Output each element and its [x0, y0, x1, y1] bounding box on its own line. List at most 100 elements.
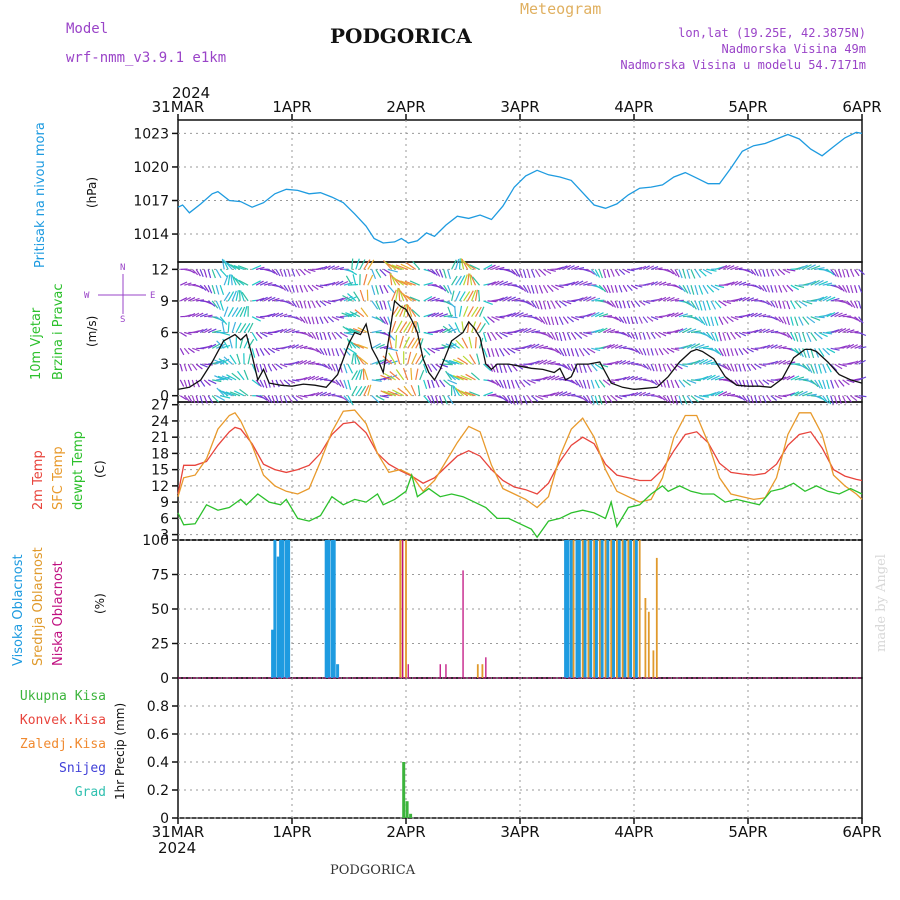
- wind-arrow: [614, 285, 618, 293]
- wind-arrow: [826, 395, 832, 405]
- wind-arrow: [295, 285, 299, 293]
- wind-arrow: [818, 395, 827, 403]
- precip-ytick-label: 0.2: [147, 783, 169, 799]
- wind-arrow: [343, 363, 348, 374]
- wind-arrow: [227, 321, 230, 333]
- wind-arrow: [395, 351, 401, 365]
- wind-arrow: [251, 316, 261, 322]
- wind-arrow: [303, 300, 307, 309]
- cloud-bar-mid: [399, 540, 402, 678]
- wind-arrow: [650, 266, 659, 270]
- wind-arrow: [447, 269, 451, 280]
- wind-arrow: [179, 395, 187, 401]
- wind-arrow: [472, 276, 480, 286]
- wind-arrow: [255, 363, 260, 373]
- wind-arrow: [503, 347, 511, 356]
- wind-arrow: [650, 379, 658, 386]
- cloud-bar-mid: [581, 540, 584, 678]
- wind-arrow: [311, 316, 315, 325]
- wind-arrow: [854, 395, 863, 400]
- wind-arrow: [179, 331, 187, 337]
- wind-arrow: [327, 363, 333, 371]
- wind-arrow: [230, 274, 233, 286]
- wind-arrow: [295, 316, 303, 322]
- wind-arrow: [395, 320, 403, 333]
- wind-arrow: [654, 267, 663, 270]
- wind-arrow: [586, 347, 596, 354]
- wind-arrow: [419, 369, 425, 381]
- wind-arrow: [490, 332, 497, 341]
- wind-arrow: [279, 395, 283, 404]
- wind-arrow: [474, 306, 482, 318]
- wind-arrow: [770, 285, 774, 293]
- wind-arrow: [251, 280, 261, 286]
- wind-arrow: [435, 395, 439, 404]
- wind-arrow: [195, 328, 204, 334]
- wind-arrow: [295, 344, 304, 349]
- wind-arrow: [658, 395, 666, 401]
- wind-arrow: [639, 378, 647, 381]
- wind-arrow: [694, 395, 705, 401]
- wind-arrow: [594, 395, 599, 405]
- wind-arrow: [614, 269, 620, 277]
- wind-arrow: [666, 395, 672, 404]
- cloud-bar-mid: [572, 540, 575, 678]
- wind-arrow: [474, 336, 477, 349]
- wind-arrow: [706, 332, 714, 341]
- wind-arrow: [383, 316, 389, 325]
- wind-arrow: [694, 316, 704, 324]
- cloud-bar-mid: [652, 650, 655, 678]
- wind-arrow: [563, 392, 572, 397]
- wind-arrow: [219, 316, 228, 325]
- wind-arrow: [646, 281, 655, 286]
- wind-arrow: [830, 269, 837, 277]
- wind-arrow: [487, 264, 496, 270]
- wind-arrow: [299, 316, 306, 324]
- wind-arrow: [307, 300, 311, 309]
- wind-arrow: [754, 395, 758, 404]
- wind-arrow: [682, 269, 687, 279]
- wind-arrow: [319, 300, 327, 307]
- wind-arrow: [654, 395, 663, 399]
- wind-arrow: [199, 363, 208, 368]
- wind-arrow: [323, 392, 332, 397]
- cloud-bar-mid: [633, 540, 635, 678]
- wind-arrow: [818, 331, 828, 338]
- wind-arrow: [575, 297, 584, 302]
- wind-arrow: [220, 395, 231, 399]
- wind-arrow: [319, 265, 328, 270]
- wind-arrow: [379, 300, 384, 310]
- wind-arrow: [271, 268, 278, 276]
- wind-arrow: [391, 274, 401, 286]
- wind-arrow: [746, 268, 754, 275]
- wind-arrow: [221, 321, 225, 333]
- wind-arrow: [279, 363, 288, 368]
- wind-arrow: [606, 343, 615, 349]
- time-label-top: 2APR: [386, 98, 425, 116]
- wind-arrow: [582, 395, 590, 404]
- wind-arrow: [518, 284, 527, 292]
- wind-arrow: [427, 268, 436, 275]
- precip-ytick-label: 0: [160, 811, 169, 827]
- wind-arrow: [618, 359, 627, 365]
- wind-arrow: [551, 284, 559, 291]
- wind-arrow: [451, 290, 455, 302]
- wind-arrow: [610, 316, 619, 321]
- wind-arrow: [443, 395, 448, 405]
- wind-arrow: [355, 353, 361, 365]
- wind-arrow: [818, 295, 828, 302]
- temperature-ytick-label: 12: [151, 479, 169, 495]
- wind-arrow: [738, 296, 746, 302]
- wind-arrow: [578, 395, 587, 402]
- wind-arrow: [702, 284, 709, 295]
- wind-arrow: [567, 265, 575, 270]
- wind-arrow: [842, 379, 850, 386]
- wind-arrow: [838, 379, 845, 387]
- wind-arrow: [180, 281, 188, 286]
- wind-arrow: [259, 363, 263, 373]
- wind-arrow: [770, 360, 779, 365]
- wind-arrow: [445, 343, 456, 349]
- wind-arrow: [626, 300, 631, 309]
- wind-arrow: [730, 265, 739, 270]
- wind-arrow: [231, 372, 241, 381]
